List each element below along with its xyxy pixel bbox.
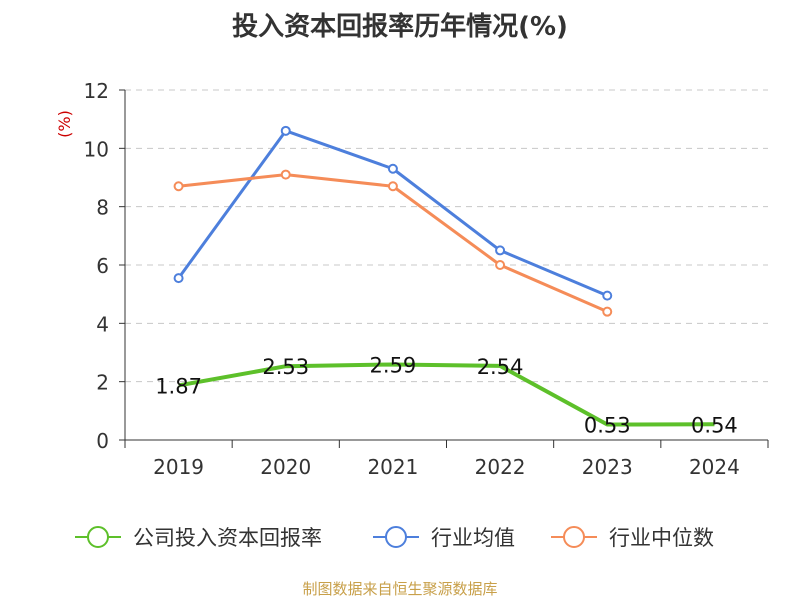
legend-marker bbox=[563, 526, 585, 548]
y-axis-label: (%) bbox=[55, 110, 74, 138]
legend-label: 公司投入资本回报率 bbox=[133, 526, 322, 550]
data-point bbox=[495, 245, 506, 256]
series-line bbox=[177, 129, 608, 298]
y-tick-label: 12 bbox=[84, 79, 109, 103]
legend-marker bbox=[87, 526, 109, 548]
data-point bbox=[602, 290, 613, 301]
data-point bbox=[495, 260, 506, 270]
data-label: 2.59 bbox=[370, 353, 417, 377]
x-tick-label: 2019 bbox=[153, 455, 204, 479]
data-point bbox=[173, 273, 184, 284]
x-tick-label: 2021 bbox=[367, 455, 418, 479]
y-tick-label: 2 bbox=[96, 371, 109, 395]
data-label: 1.87 bbox=[155, 374, 202, 398]
data-label: 0.53 bbox=[584, 414, 631, 438]
chart-title: 投入资本回报率历年情况(%) bbox=[232, 12, 568, 42]
x-tick-label: 2022 bbox=[475, 455, 526, 479]
legend-marker bbox=[385, 526, 407, 548]
data-label: 2.53 bbox=[262, 355, 309, 379]
data-point bbox=[387, 163, 398, 174]
y-tick-label: 0 bbox=[96, 429, 109, 453]
data-label: 0.54 bbox=[691, 413, 738, 437]
data-label: 2.54 bbox=[477, 355, 524, 379]
data-point bbox=[280, 125, 291, 136]
source-note: 制图数据来自恒生聚源数据库 bbox=[302, 580, 498, 598]
data-point bbox=[173, 181, 184, 192]
data-point bbox=[387, 181, 398, 192]
series-line bbox=[178, 173, 608, 314]
y-tick-label: 8 bbox=[96, 196, 109, 220]
legend-label: 行业中位数 bbox=[609, 526, 714, 550]
legend-label: 行业均值 bbox=[431, 526, 515, 550]
series-line bbox=[178, 362, 715, 427]
y-tick-label: 6 bbox=[96, 254, 109, 278]
y-tick-label: 4 bbox=[96, 312, 109, 336]
x-tick-label: 2024 bbox=[689, 455, 740, 479]
x-tick-label: 2020 bbox=[260, 455, 311, 479]
x-tick-label: 2023 bbox=[582, 455, 633, 479]
y-tick-label: 10 bbox=[84, 137, 109, 161]
data-point bbox=[280, 169, 291, 180]
data-point bbox=[602, 306, 613, 317]
